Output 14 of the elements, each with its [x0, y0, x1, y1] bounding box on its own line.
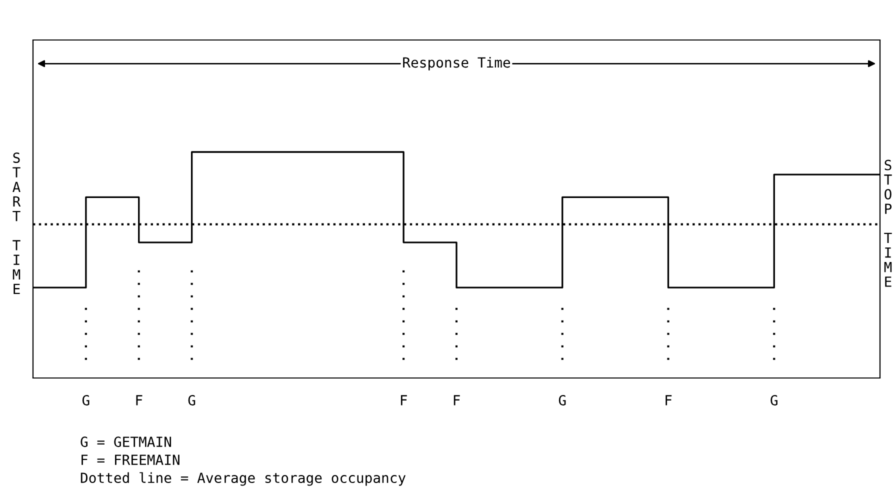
x-tick-label: G [770, 394, 778, 406]
x-tick-label: F [400, 395, 407, 406]
text: Dotted line = Average storage occupancy [80, 472, 406, 486]
x-tick-label: F [454, 395, 460, 406]
text: G = GETMAIN [80, 436, 172, 448]
x-tick-label: F [666, 395, 672, 406]
x-tick-label: G [188, 394, 196, 406]
text: F = FREEMAIN [82, 454, 180, 465]
x-tick-label: G [82, 394, 90, 406]
x-tick-label: G [558, 394, 566, 406]
text: Response Time [403, 56, 510, 70]
text: STOP TIME [884, 160, 892, 287]
text: START TIME [12, 152, 21, 294]
x-tick-label: F [136, 395, 142, 406]
